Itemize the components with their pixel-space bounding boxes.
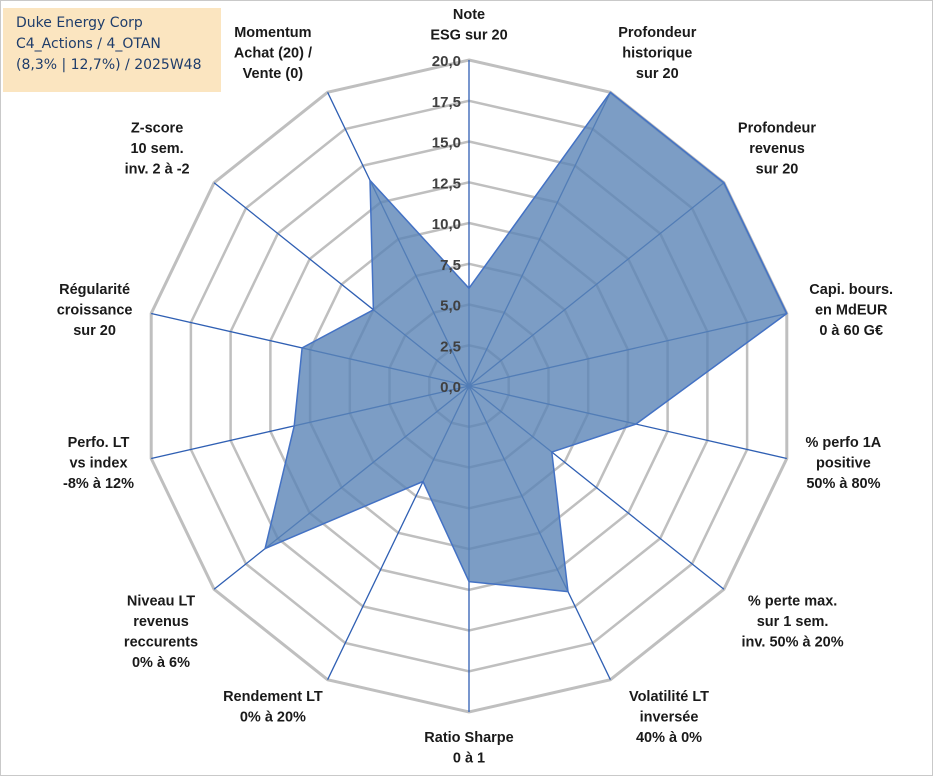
data-series-area [264,91,788,593]
axis-label-12: Z-score 10 sem. inv. 2 à -2 [125,121,190,178]
category-label: C4_Actions / 4_OTAN [16,36,161,52]
tick-label-2: 5,0 [440,298,461,315]
tick-label-6: 15,0 [432,135,461,152]
info-box: Duke Energy Corp C4_Actions / 4_OTAN (8,… [3,8,221,92]
radial-tick-labels: 0,0 2,5 5,0 7,5 10,0 12,5 15,0 17,5 20,0 [432,53,461,396]
tick-label-7: 17,5 [432,94,461,111]
axis-label-3: Capi. bours. en MdEUR 0 à 60 G€ [809,282,893,339]
tick-label-8: 20,0 [432,53,461,70]
radar-series [264,91,788,593]
axis-label-8: Rendement LT 0% à 20% [223,689,323,726]
axis-label-1: Profondeur historique sur 20 [618,25,696,82]
tick-label-5: 12,5 [432,175,461,192]
company-name: Duke Energy Corp [16,15,143,31]
axis-labels: Note ESG sur 20 Profondeur historique sur 20… [57,7,893,767]
tick-label-3: 7,5 [440,257,461,274]
axis-label-7: Ratio Sharpe 0 à 1 [424,730,513,767]
axis-label-6: Volatilité LT inversée 40% à 0% [629,689,709,746]
axis-label-5: % perte max. sur 1 sem. inv. 50% à 20% [742,594,844,651]
axis-label-10: Perfo. LT vs index -8% à 12% [63,435,134,492]
tick-label-1: 2,5 [440,338,461,355]
stats-label: (8,3% | 12,7%) / 2025W48 [16,57,202,73]
axis-label-11: Régularité croissance sur 20 [57,282,133,339]
tick-label-4: 10,0 [432,216,461,233]
axis-label-0: Note ESG sur 20 [430,7,507,44]
axis-label-13: Momentum Achat (20) / Vente (0) [234,25,312,82]
axis-label-4: % perfo 1A positive 50% à 80% [806,435,882,492]
axis-label-2: Profondeur revenus sur 20 [738,121,816,178]
axis-label-9: Niveau LT revenus reccurents 0% à 6% [124,594,198,672]
tick-label-0: 0,0 [440,379,461,396]
